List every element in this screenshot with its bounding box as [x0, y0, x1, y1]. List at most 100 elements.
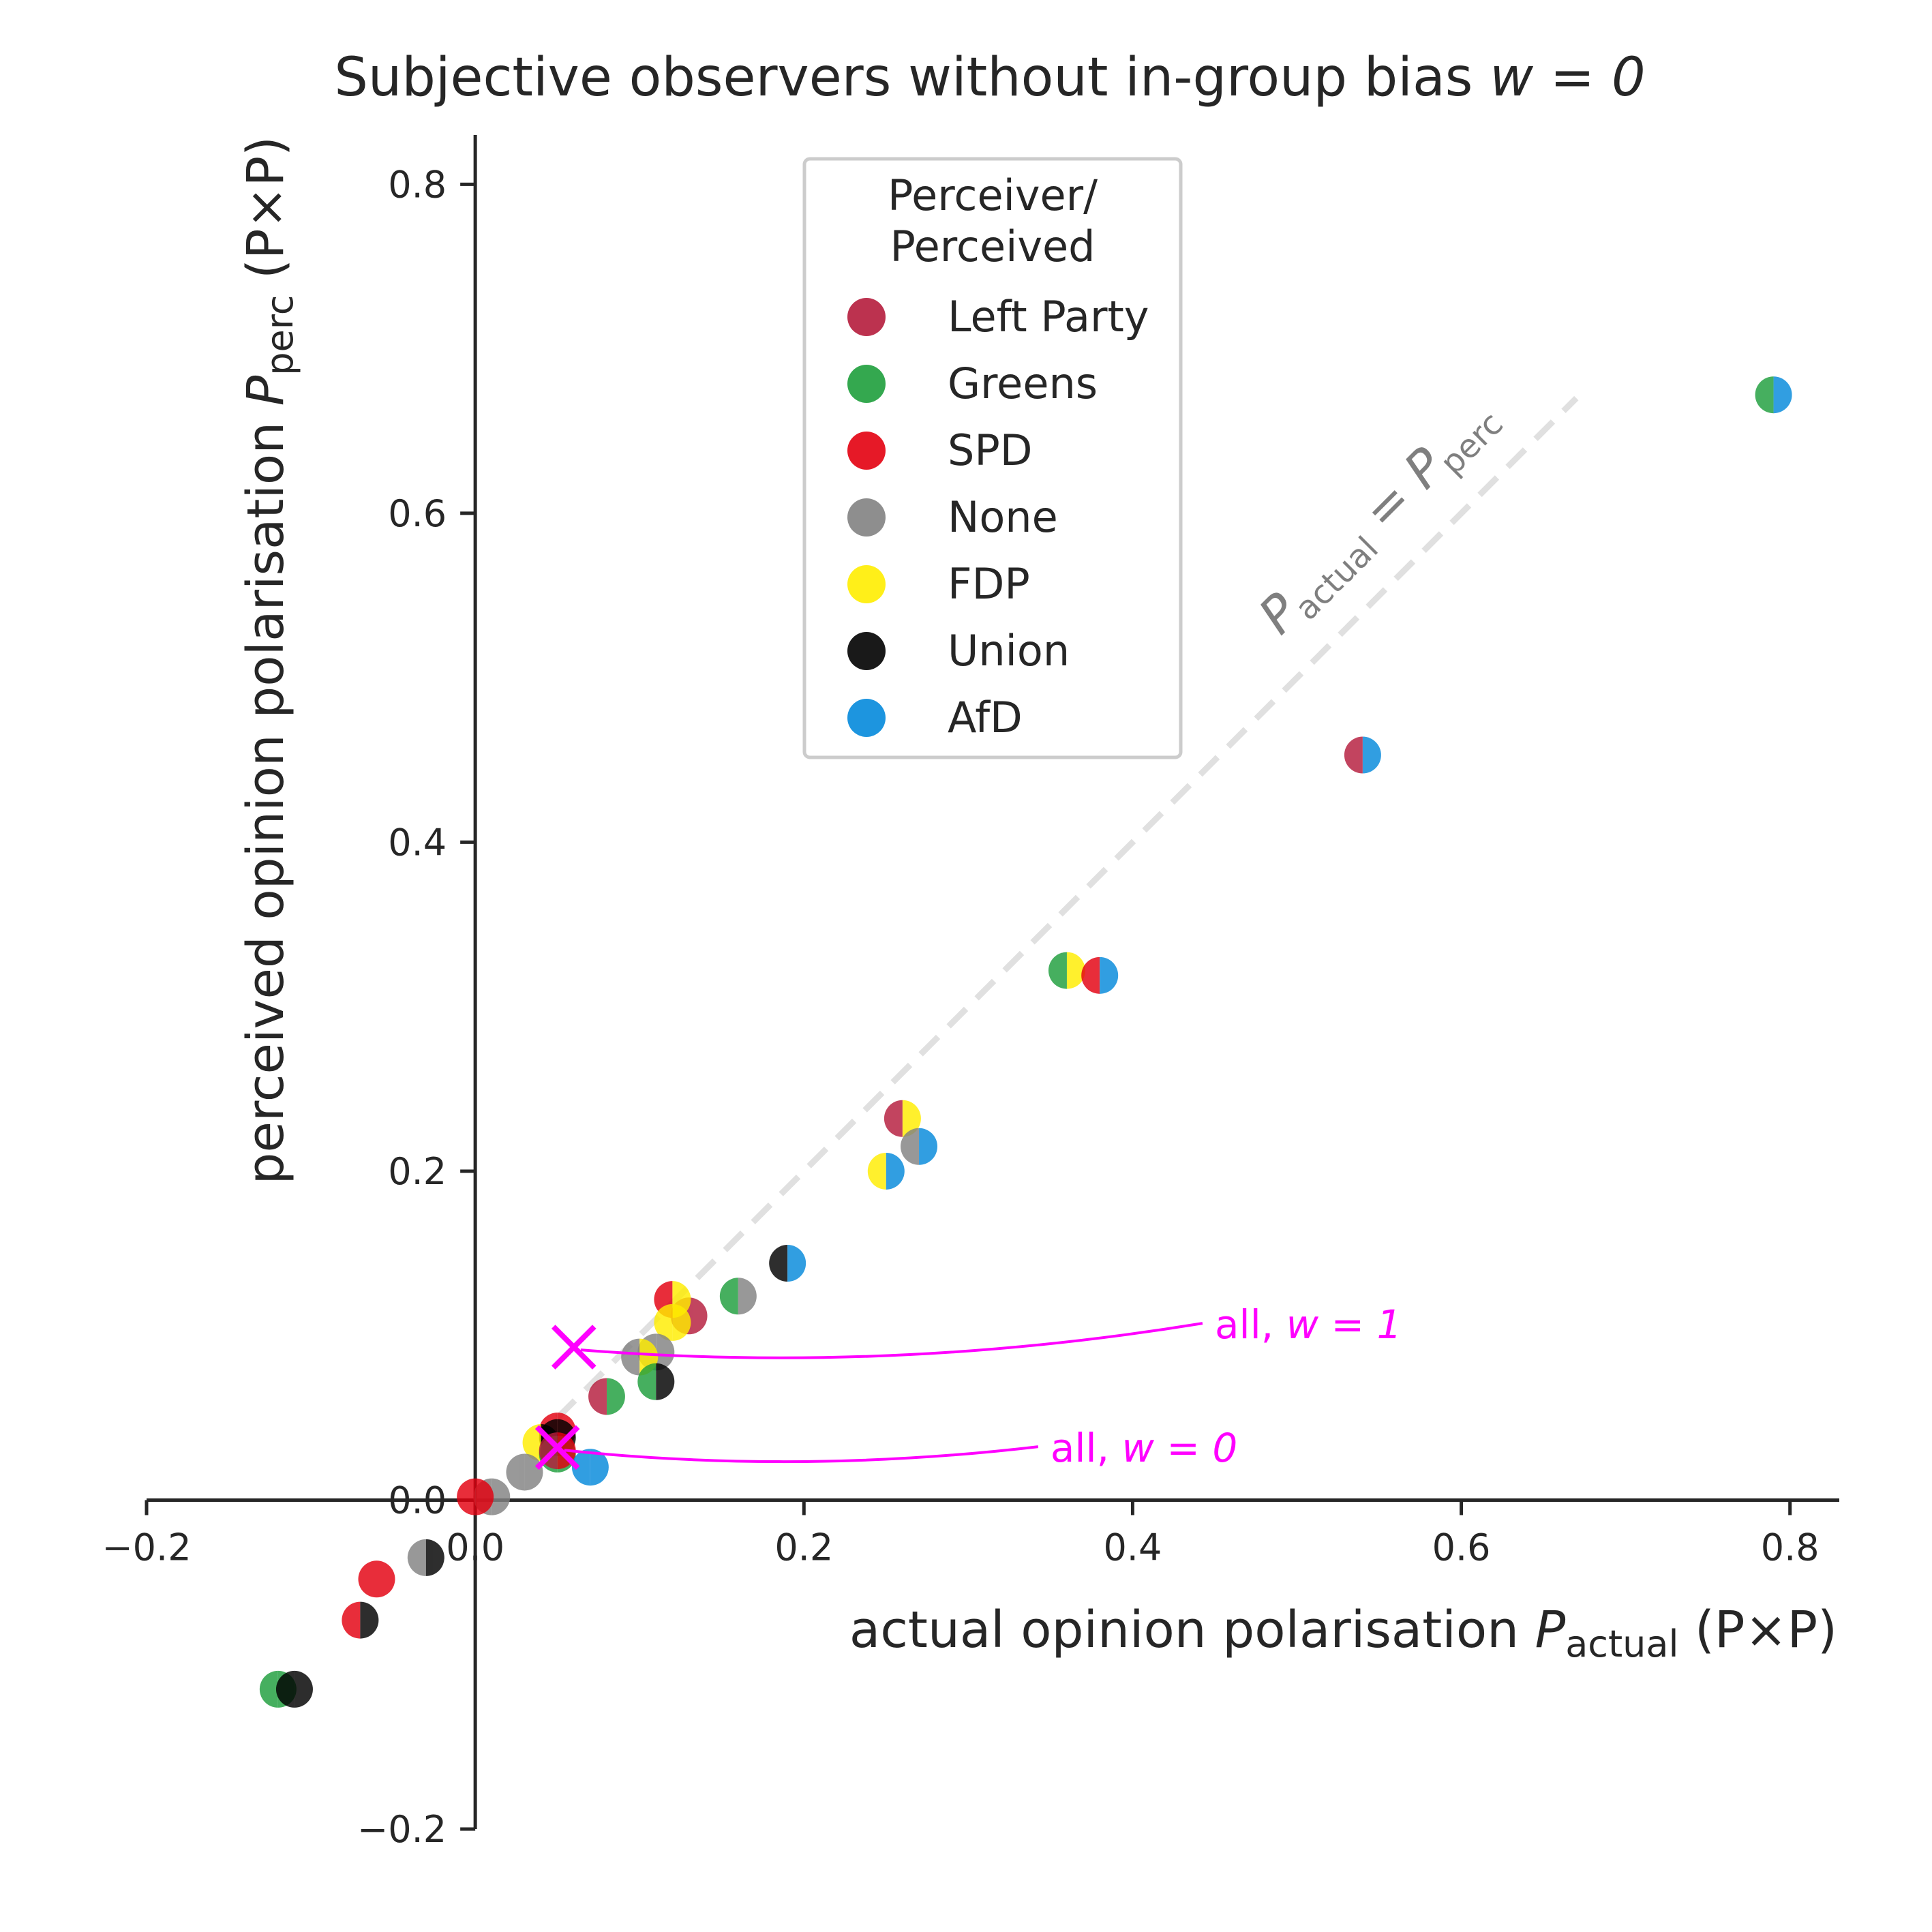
legend-entry: Union	[847, 626, 1070, 676]
data-point	[901, 1128, 938, 1165]
data-point	[457, 1478, 494, 1515]
x-axis-label-sub: actual	[1565, 1622, 1678, 1665]
data-point	[654, 1303, 691, 1341]
y-tick-label: 0.8	[388, 163, 447, 206]
point-perceiver-half	[719, 1278, 738, 1315]
point-perceiver-half	[275, 1670, 295, 1708]
aggregate-marker: all, w = 1	[551, 1301, 1402, 1370]
data-point	[769, 1245, 806, 1282]
x-tick-label: 0.6	[1432, 1526, 1491, 1569]
legend-entry: AfD	[847, 693, 1023, 742]
point-perceived-half	[606, 1378, 625, 1415]
y-axis-label-unit: (P×P)	[237, 136, 295, 279]
x-axis-label-text: actual opinion polarisation	[849, 1601, 1519, 1659]
point-perceiver-half	[506, 1453, 525, 1491]
identity-line	[555, 395, 1579, 1421]
data-point	[637, 1363, 675, 1400]
y-axis-label: perceived opinion polarisation Pperc (P×…	[237, 136, 301, 1185]
legend-entry: SPD	[847, 425, 1032, 475]
legend-label: None	[948, 492, 1058, 542]
y-tick-label: 0.0	[388, 1479, 447, 1522]
data-point	[407, 1539, 444, 1576]
point-perceived-half	[492, 1478, 511, 1515]
data-point	[719, 1278, 757, 1315]
y-tick-label: 0.6	[388, 492, 447, 535]
data-point	[275, 1670, 313, 1708]
point-perceived-half	[475, 1478, 494, 1515]
y-tick-label: −0.2	[357, 1808, 447, 1851]
x-ticks: −0.2 0.0 0.2 0.4 0.6 0.8	[102, 1500, 1820, 1569]
aggregate-marker: all, w = 0	[534, 1425, 1237, 1471]
legend-title-line2: Perceived	[890, 222, 1095, 271]
point-perceived-half	[376, 1560, 395, 1598]
legend-frame	[802, 157, 1183, 759]
x-tick-label: 0.4	[1103, 1526, 1162, 1569]
y-axis-label-symbol: P	[237, 375, 295, 406]
data-point	[588, 1378, 625, 1415]
point-perceiver-half	[588, 1378, 607, 1415]
point-perceiver-half	[654, 1303, 673, 1341]
point-perceived-half	[919, 1128, 938, 1165]
y-axis-label-sub: perc	[258, 295, 301, 376]
x-axis-label: actual opinion polarisation Pactual (P×P…	[849, 1601, 1837, 1665]
point-perceiver-half	[884, 1100, 903, 1137]
point-perceived-half	[787, 1245, 806, 1282]
point-perceiver-half	[522, 1424, 541, 1462]
annotation-prefix: all,	[1215, 1301, 1286, 1348]
x-axis-label-unit: (P×P)	[1695, 1601, 1837, 1659]
legend-entry: FDP	[847, 559, 1030, 609]
point-perceived-half	[689, 1297, 708, 1335]
data-point	[1048, 952, 1085, 989]
point-perceiver-half	[457, 1478, 476, 1515]
point-perceived-half	[902, 1100, 921, 1137]
point-perceived-half	[1773, 376, 1792, 414]
point-perceiver-half	[1344, 736, 1363, 774]
legend-entry: Left Party	[847, 292, 1149, 342]
annotation-prefix: all,	[1051, 1425, 1122, 1471]
legend-entry: None	[847, 492, 1058, 542]
axes: −0.2 0.0 0.2 0.4 0.6 0.8 −0.2 0.0 0.2 0.4 0.6 0.8	[102, 135, 1839, 1851]
point-perceiver-half	[621, 1338, 640, 1376]
data-point	[1344, 736, 1381, 774]
point-perceived-half	[1066, 952, 1085, 989]
marker-x-stroke	[534, 1425, 580, 1470]
point-perceiver-half	[358, 1560, 377, 1598]
y-ticks: −0.2 0.0 0.2 0.4 0.6 0.8	[357, 163, 476, 1851]
y-tick-label: 0.4	[388, 821, 447, 864]
legend-entries: Left Party Greens SPD None FDP Union AfD	[847, 292, 1149, 742]
point-perceived-half	[590, 1449, 609, 1486]
legend-label: Greens	[948, 359, 1098, 408]
point-perceived-half	[656, 1333, 675, 1371]
annotation-label: all, w = 0	[1051, 1425, 1237, 1471]
x-tick-label: 0.8	[1761, 1526, 1820, 1569]
identity-line-label: Pactual = Pperc	[1248, 387, 1511, 650]
legend-label: FDP	[948, 559, 1030, 609]
data-point	[1081, 956, 1119, 994]
legend: Perceiver/ Perceived Left Party Greens SPD…	[802, 157, 1183, 759]
data-point	[571, 1449, 609, 1486]
point-perceiver-half	[407, 1539, 426, 1576]
chart-title-text: Subjective observers without in-group bi…	[334, 47, 1473, 108]
data-point	[867, 1152, 905, 1190]
point-perceived-half	[294, 1670, 313, 1708]
point-perceived-half	[1362, 736, 1381, 774]
legend-swatch	[847, 565, 886, 603]
annotation-label: all, w = 1	[1215, 1301, 1402, 1348]
point-perceiver-half	[637, 1363, 656, 1400]
point-perceiver-half	[901, 1128, 920, 1165]
data-point	[1755, 376, 1792, 414]
point-perceiver-half	[342, 1601, 361, 1639]
point-perceived-half	[1100, 956, 1119, 994]
legend-entry: Greens	[847, 359, 1098, 408]
aggregate-markers: all, w = 1 all, w = 0	[534, 1301, 1402, 1471]
point-perceiver-half	[571, 1449, 590, 1486]
point-perceiver-half	[259, 1670, 278, 1708]
chart-title: Subjective observers without in-group bi…	[334, 47, 1645, 108]
legend-label: Left Party	[948, 292, 1149, 342]
legend-swatch	[847, 298, 886, 336]
data-point	[884, 1100, 921, 1137]
chart-title-math: w = 0	[1490, 47, 1645, 108]
data-point	[506, 1453, 543, 1491]
point-perceived-half	[360, 1601, 379, 1639]
